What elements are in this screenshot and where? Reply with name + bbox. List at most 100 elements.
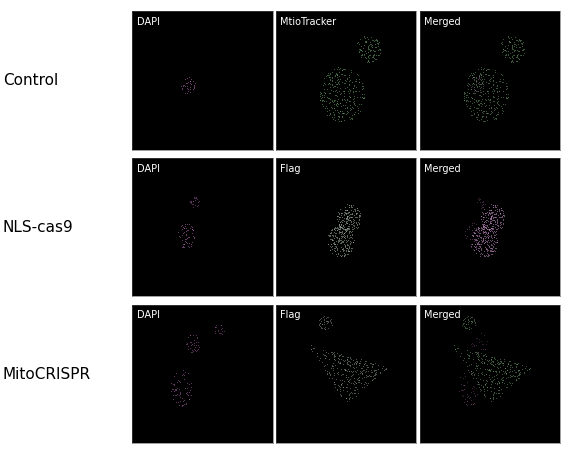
Point (368, 52, 377, 59)
Point (470, 81, 479, 88)
Point (192, 196, 201, 203)
Point (368, 364, 377, 371)
Point (486, 207, 495, 214)
Point (333, 215, 342, 222)
Point (464, 351, 473, 359)
Point (344, 379, 353, 386)
Point (469, 343, 478, 350)
Point (490, 68, 499, 75)
Point (376, 369, 385, 377)
Point (526, 364, 535, 372)
Point (464, 90, 473, 97)
Point (338, 248, 347, 255)
Point (462, 397, 471, 404)
Point (187, 238, 196, 246)
Point (459, 323, 468, 330)
Point (346, 216, 355, 223)
Point (186, 75, 195, 82)
Point (492, 370, 501, 378)
Point (182, 220, 191, 228)
Point (328, 74, 337, 81)
Point (507, 46, 516, 53)
Point (181, 400, 190, 407)
Point (485, 384, 494, 391)
Point (480, 239, 489, 246)
Point (479, 210, 488, 217)
Point (334, 221, 343, 228)
Point (491, 114, 501, 121)
Point (339, 117, 348, 124)
Point (482, 386, 491, 393)
Point (191, 346, 200, 354)
Point (336, 226, 345, 233)
Point (329, 352, 338, 360)
Point (308, 347, 317, 355)
Point (479, 341, 488, 348)
Point (320, 75, 329, 82)
Point (345, 72, 354, 79)
Point (321, 362, 330, 369)
Point (332, 70, 341, 77)
Point (482, 383, 491, 390)
Point (171, 391, 180, 398)
Point (329, 247, 338, 254)
Point (511, 40, 520, 48)
Point (486, 225, 495, 232)
Point (486, 251, 495, 258)
Point (478, 113, 487, 121)
Point (484, 84, 493, 91)
Point (482, 238, 491, 246)
Point (346, 384, 355, 392)
Point (501, 51, 510, 59)
Point (350, 221, 359, 228)
Point (484, 214, 493, 221)
Point (338, 252, 347, 259)
Point (484, 252, 493, 259)
Point (187, 80, 196, 87)
Point (461, 396, 470, 403)
Point (185, 198, 194, 205)
Point (486, 225, 495, 232)
Point (334, 113, 343, 121)
Point (336, 223, 345, 230)
Point (323, 313, 332, 320)
Point (472, 227, 481, 234)
Point (326, 317, 335, 324)
Point (336, 243, 345, 251)
Point (324, 374, 333, 381)
Point (325, 109, 334, 117)
Point (471, 374, 480, 382)
Point (340, 225, 349, 232)
Point (472, 362, 481, 369)
Point (341, 366, 350, 373)
Point (352, 376, 361, 383)
Point (347, 224, 356, 231)
Point (347, 103, 356, 110)
Point (495, 210, 504, 217)
Point (492, 380, 501, 387)
Point (336, 359, 345, 366)
Point (476, 241, 485, 248)
Point (336, 360, 345, 367)
Point (325, 99, 334, 106)
Point (178, 243, 187, 251)
Point (333, 358, 342, 365)
Point (343, 356, 352, 363)
Point (472, 334, 481, 341)
Point (327, 226, 336, 234)
Point (194, 198, 203, 206)
Point (457, 380, 466, 387)
Point (463, 316, 472, 323)
Point (342, 353, 351, 360)
Point (502, 82, 511, 89)
Point (343, 248, 352, 255)
Point (180, 220, 189, 228)
Point (495, 75, 504, 82)
Point (458, 321, 467, 328)
Point (355, 45, 364, 53)
Point (335, 224, 344, 231)
Point (361, 38, 370, 45)
Point (487, 356, 496, 363)
Point (325, 231, 334, 239)
Point (483, 212, 492, 219)
